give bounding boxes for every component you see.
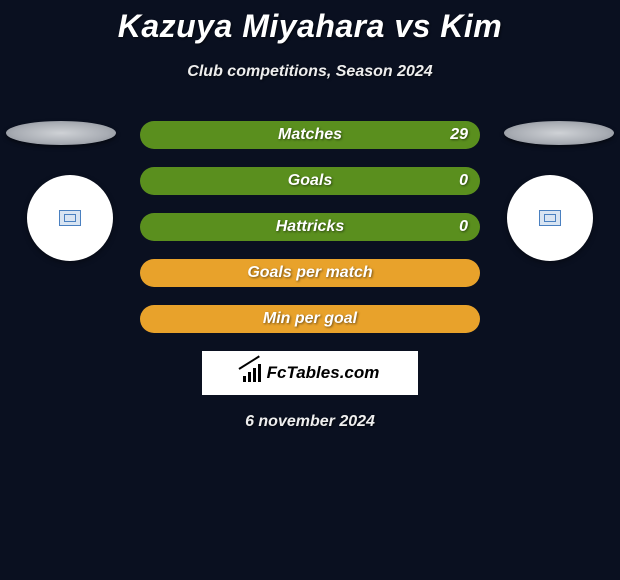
flag-placeholder-icon [539, 210, 561, 226]
player-right-flag [507, 175, 593, 261]
stat-label: Hattricks [276, 218, 344, 236]
stat-value-right: 0 [459, 172, 468, 190]
flag-placeholder-icon [59, 210, 81, 226]
stat-row-goals: Goals 0 [140, 167, 480, 195]
stat-label: Matches [278, 126, 342, 144]
stat-row-goals-per-match: Goals per match [140, 259, 480, 287]
stat-label: Goals per match [247, 264, 372, 282]
stat-value-right: 0 [459, 218, 468, 236]
date-label: 6 november 2024 [0, 413, 620, 431]
brand-attribution[interactable]: FcTables.com [202, 351, 418, 395]
player-left-shadow [6, 121, 116, 145]
fctables-logo-icon [241, 364, 263, 382]
stats-list: Matches 29 Goals 0 Hattricks 0 Goals per… [140, 121, 480, 333]
subtitle: Club competitions, Season 2024 [0, 63, 620, 81]
comparison-widget: Kazuya Miyahara vs Kim Club competitions… [0, 0, 620, 431]
page-title: Kazuya Miyahara vs Kim [0, 8, 620, 45]
player-left-flag [27, 175, 113, 261]
brand-text: FcTables.com [267, 363, 380, 383]
main-content: Matches 29 Goals 0 Hattricks 0 Goals per… [0, 121, 620, 431]
player-right-shadow [504, 121, 614, 145]
stat-row-matches: Matches 29 [140, 121, 480, 149]
stat-row-hattricks: Hattricks 0 [140, 213, 480, 241]
stat-label: Min per goal [263, 310, 357, 328]
stat-row-min-per-goal: Min per goal [140, 305, 480, 333]
stat-value-right: 29 [450, 126, 468, 144]
stat-label: Goals [288, 172, 332, 190]
